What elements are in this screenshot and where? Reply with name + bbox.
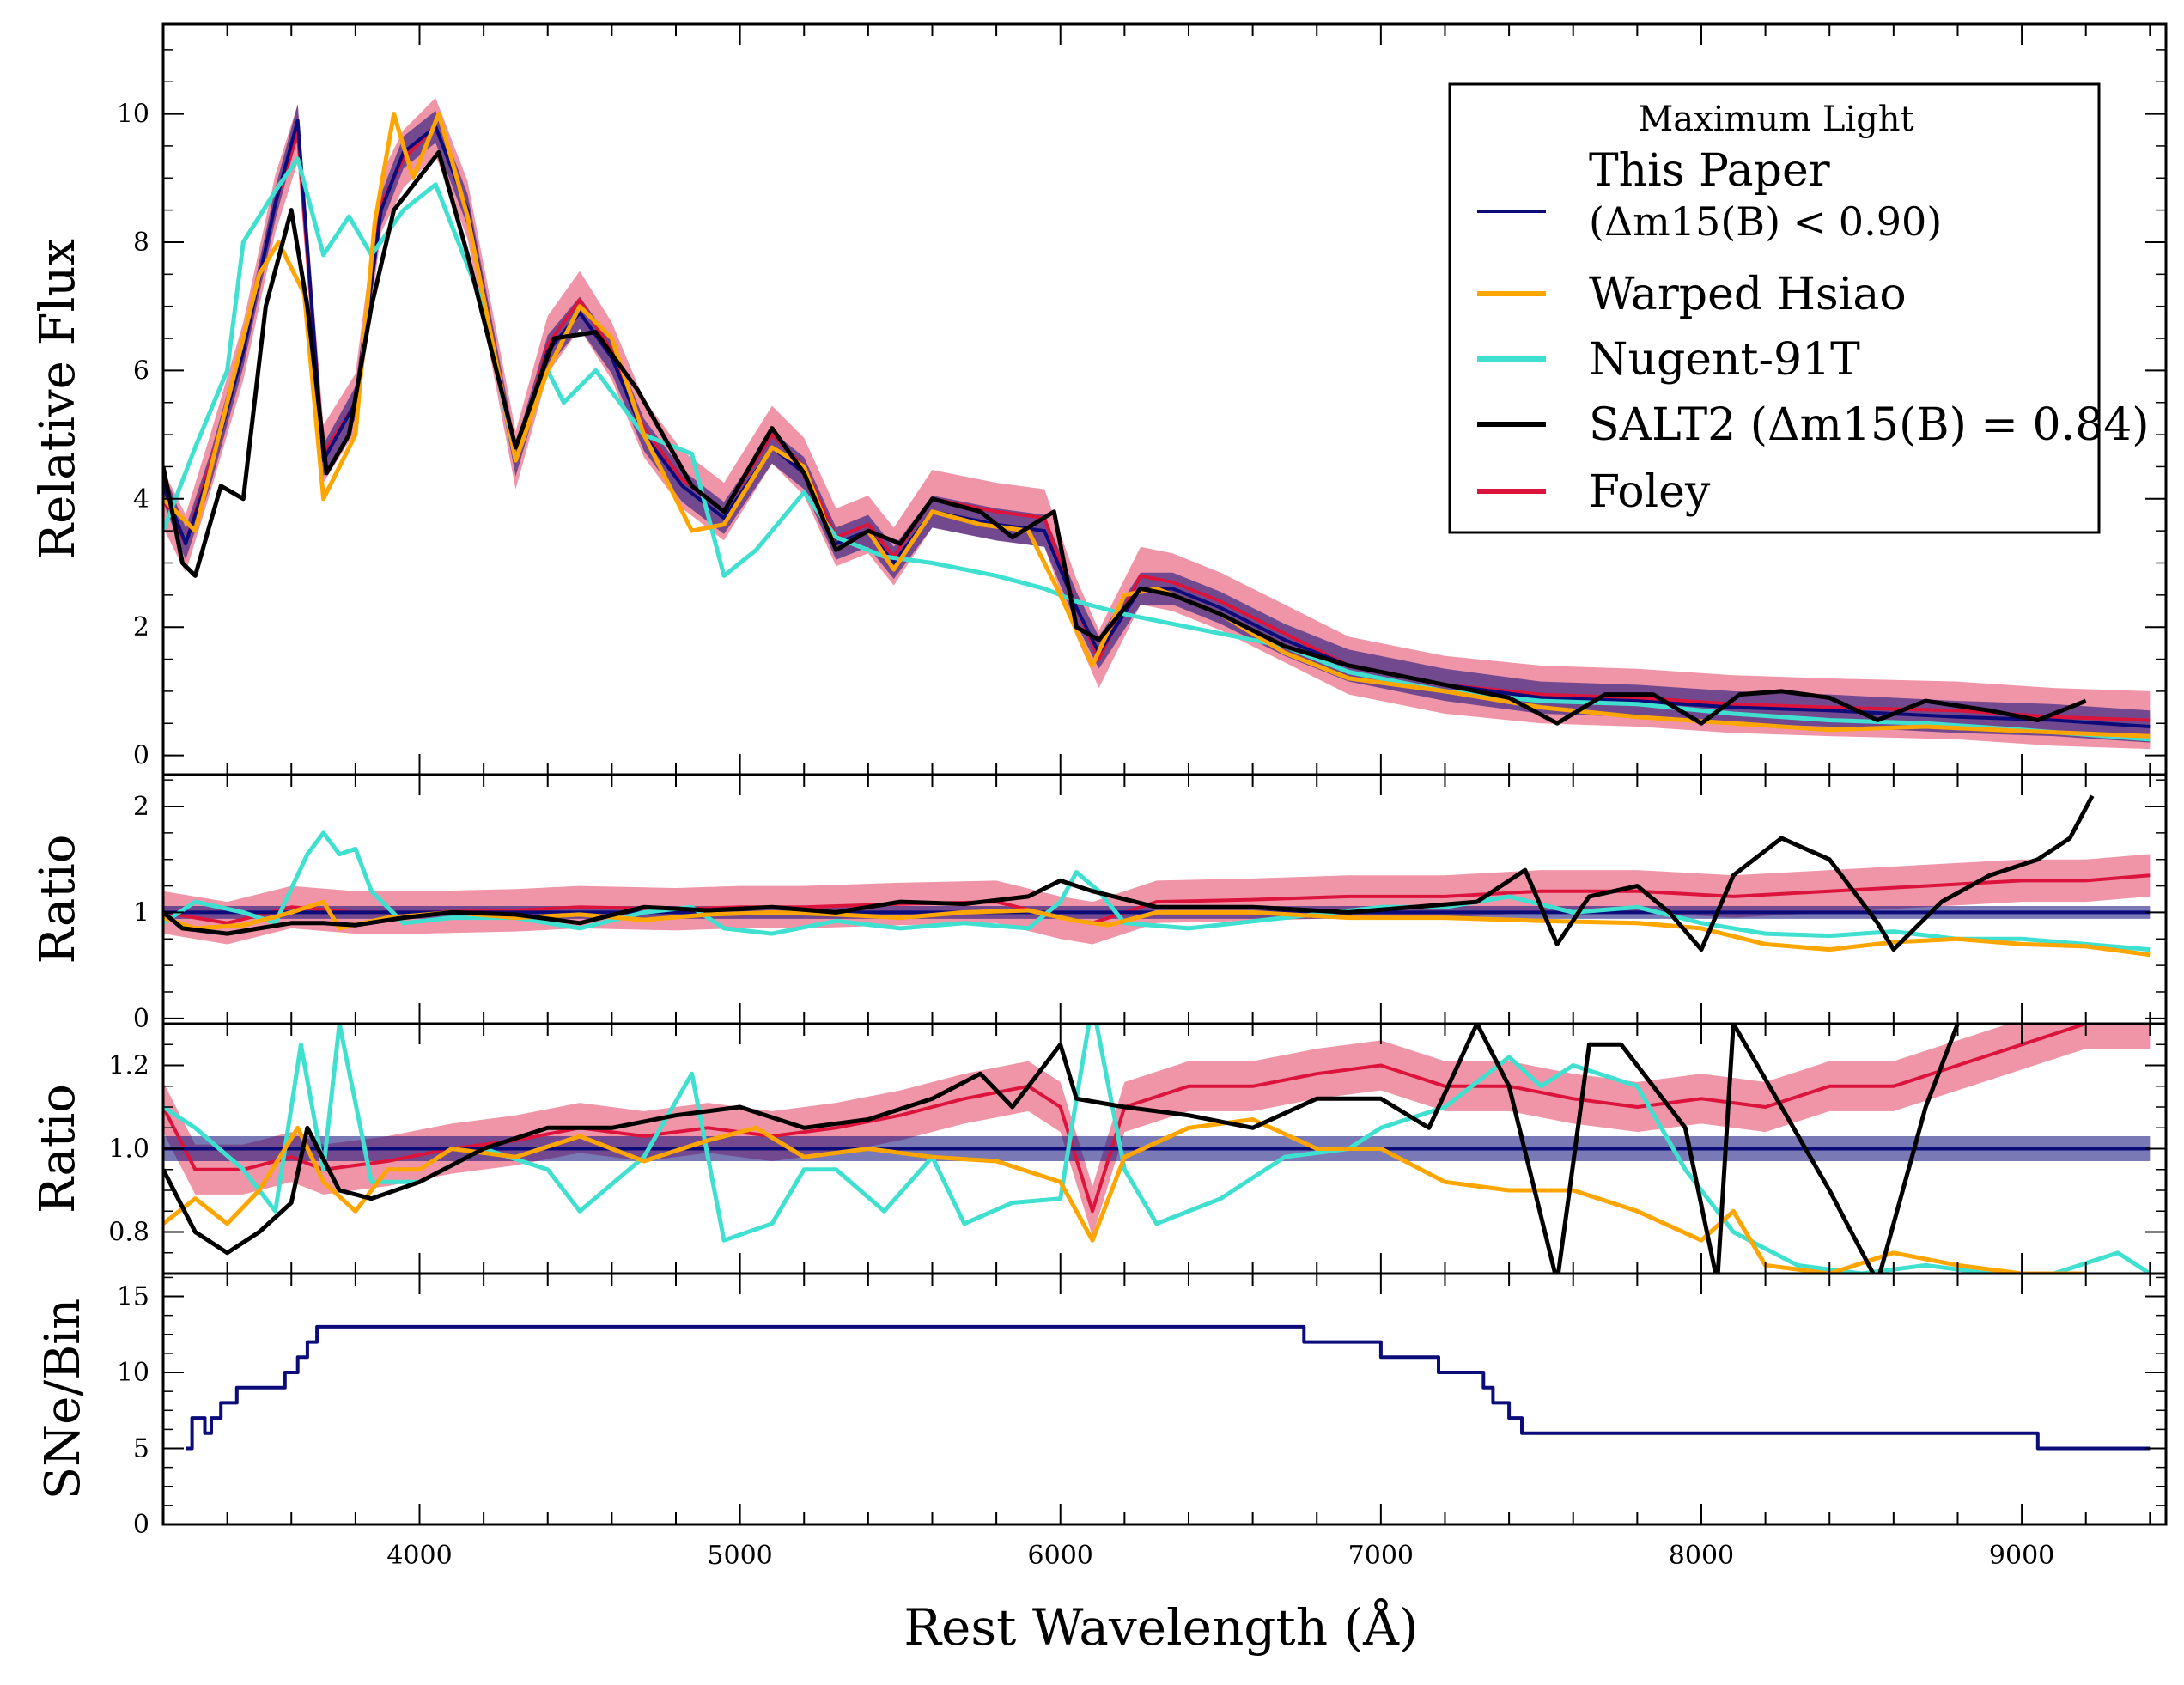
series-line-salt2-ratio2	[163, 1024, 1960, 1274]
panel-plot-area-count	[186, 1324, 2151, 1451]
x-tick-label: 9000	[1989, 1541, 2054, 1571]
panel-frame-count	[161, 1272, 2168, 1526]
panel-count: 0 5 10 15 SNe/Bin	[35, 1272, 2168, 1540]
y-tick-label-flux: 10	[117, 100, 149, 130]
legend-sublabel-this-paper: (Δm15(B) < 0.90)	[1589, 198, 1942, 245]
panel-ratio2: 0.8 1.0 1.2 Ratio	[30, 1022, 2168, 1275]
band-foley-flux	[163, 97, 2151, 750]
legend-label-this-paper: This Paper	[1589, 145, 1830, 197]
y-tick-label-flux: 4	[133, 484, 149, 514]
panel-flux: 0 2 4 6 8 10 Relative Flux	[30, 22, 2168, 776]
y-tick-label-flux: 0	[133, 741, 149, 771]
y-tick-label-flux: 8	[133, 228, 149, 258]
legend-title: Maximum Light	[1638, 100, 1913, 139]
y-tick-label-count: 10	[117, 1358, 149, 1388]
panel-plot-area-ratio2	[163, 1024, 2151, 1274]
series-line-nugent-ratio1	[163, 830, 2151, 952]
legend-label-foley: Foley	[1589, 466, 1711, 518]
panels-layer: 0 2 4 6 8 10 Relative Flux 0 1 2 Ratio 0.8 1.0 1.2 Rat…	[30, 22, 2168, 1571]
legend-box	[1448, 82, 2101, 534]
panel-plot-area-flux	[163, 97, 2151, 750]
y-axis-title-count: SNe/Bin	[35, 1299, 91, 1500]
y-tick-label-ratio1: 1	[133, 897, 149, 928]
x-axis-title: Rest Wavelength (Å)	[903, 1598, 1418, 1657]
y-tick-label-count: 0	[133, 1510, 149, 1540]
band-foley-ratio1	[163, 854, 2151, 945]
x-tick-label: 5000	[707, 1541, 772, 1571]
y-tick-label-ratio2: 1.2	[108, 1051, 149, 1081]
legend-label-nugent-91t: Nugent-91T	[1589, 334, 1860, 386]
x-tick-label: 8000	[1669, 1541, 1734, 1571]
y-tick-label-count: 15	[117, 1282, 149, 1312]
panel-ratio1: 0 1 2 Ratio	[30, 773, 2168, 1034]
x-tick-label: 6000	[1028, 1541, 1093, 1571]
panel-plot-area-ratio1	[163, 794, 2151, 958]
series-line-salt2-ratio1	[163, 794, 2095, 952]
y-tick-label-count: 5	[133, 1434, 149, 1464]
series-line-salt2-flux	[163, 149, 2087, 726]
series-line-warped_hsiao-ratio2	[163, 1117, 2086, 1274]
series-line-this_paper-count	[186, 1324, 2151, 1451]
y-tick-label-flux: 2	[133, 612, 149, 642]
y-axis-title-ratio1: Ratio	[30, 835, 86, 964]
series-line-foley-ratio2	[163, 1024, 2151, 1214]
x-tick-label: 4000	[386, 1541, 452, 1571]
y-axis-title-flux: Relative Flux	[30, 239, 86, 560]
legend: Maximum Light This Paper (Δm15(B) < 0.90…	[1448, 82, 2150, 534]
series-line-nugent-ratio2	[163, 1024, 2151, 1274]
y-axis-title-ratio2: Ratio	[30, 1084, 86, 1214]
y-tick-label-ratio2: 0.8	[108, 1218, 149, 1248]
y-tick-label-ratio2: 1.0	[108, 1134, 149, 1165]
series-line-warped_hsiao-flux	[163, 112, 2151, 739]
y-tick-label-ratio1: 2	[133, 792, 149, 822]
y-tick-label-ratio1: 0	[133, 1004, 149, 1034]
legend-label-salt2: SALT2 (Δm15(B) = 0.84)	[1589, 399, 2150, 451]
x-tick-label: 7000	[1348, 1541, 1414, 1571]
legend-label-warped-hsiao: Warped Hsiao	[1589, 269, 1907, 320]
y-tick-label-flux: 6	[133, 356, 149, 386]
